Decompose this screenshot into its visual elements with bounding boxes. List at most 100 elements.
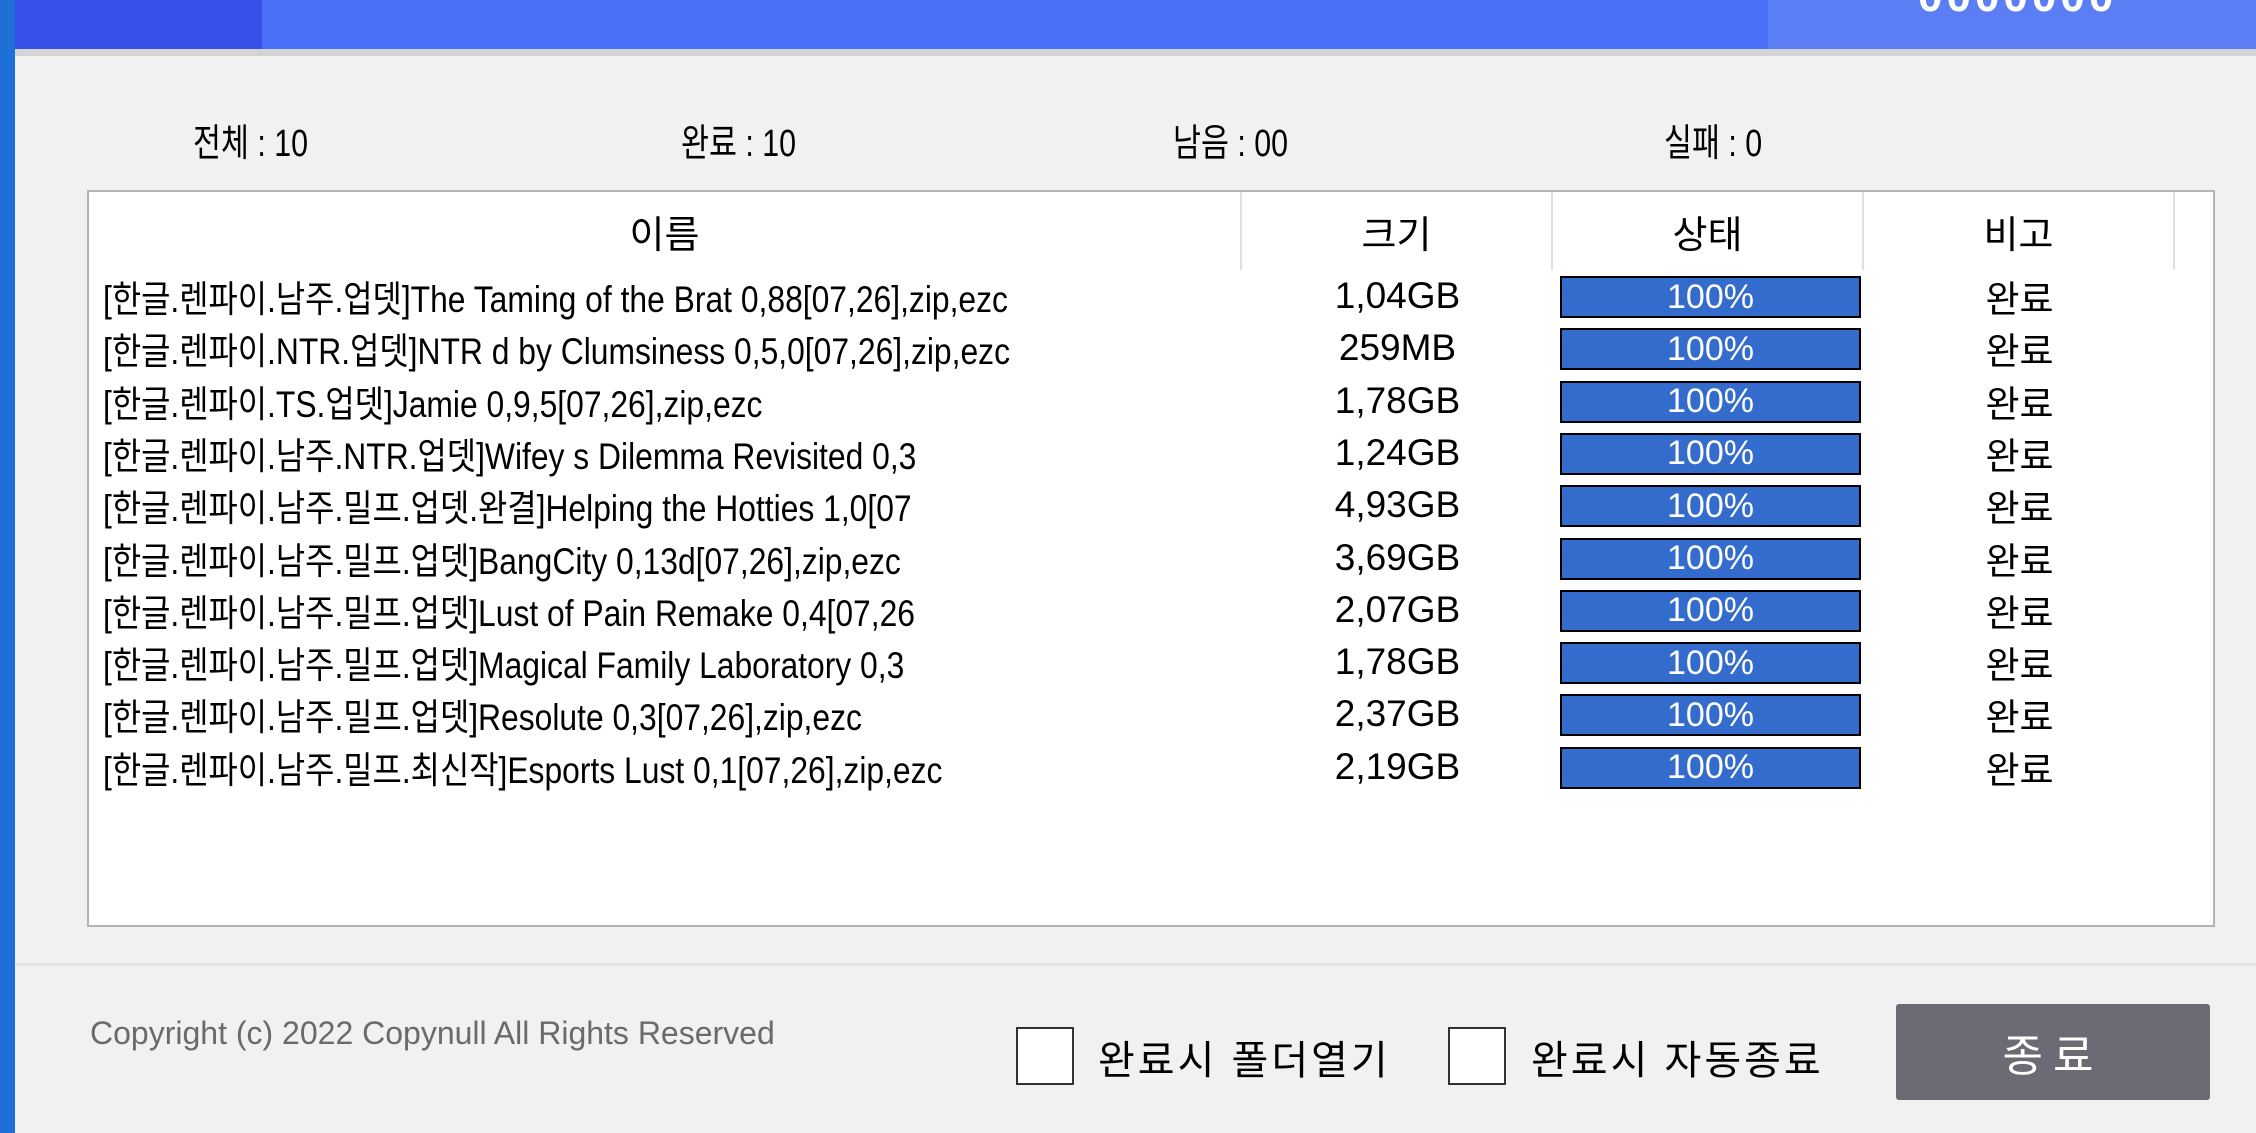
file-size: 1,78GB (1334, 379, 1461, 421)
status-note: 완료 (1985, 383, 2054, 425)
table-row[interactable]: [한글.렌파이.TS.업뎃]Jamie 0,9,5[07,26],zip,ezc… (89, 375, 2213, 427)
file-name-text: [한글.렌파이.남주.밀프.업뎃]Magical Family Laborato… (103, 645, 905, 687)
file-name: [한글.렌파이.TS.업뎃]Jamie 0,9,5[07,26],zip,ezc (103, 375, 1240, 427)
file-size: 1,04GB (1334, 275, 1461, 316)
title-text: 0000000 (1918, 0, 2117, 22)
file-name-text: [한글.렌파이.남주.밀프.업뎃]BangCity 0,13d[07,26],z… (103, 540, 901, 582)
progress-fill (1562, 539, 1859, 578)
progress-label: 100% (1667, 382, 1754, 421)
progress-fill (1562, 434, 1859, 473)
progress-label: 100% (1667, 591, 1754, 630)
stat-complete: 완료 : 10 (681, 123, 797, 165)
progress-fill (1562, 487, 1859, 526)
progress-fill (1562, 748, 1859, 787)
table-row[interactable]: [한글.렌파이.남주.밀프.업뎃]Resolute 0,3[07,26],zip… (89, 688, 2213, 740)
file-size: 2,07GB (1334, 588, 1461, 630)
status-note: 완료 (1985, 435, 2054, 477)
progress-label: 100% (1667, 748, 1754, 787)
progress-bar: 100% (1560, 485, 1861, 528)
table-row[interactable]: [한글.렌파이.남주.밀프.업뎃]Lust of Pain Remake 0,4… (89, 584, 2213, 636)
status-note: 완료 (1985, 645, 2054, 687)
open-folder-label[interactable]: 완료시 폴더열기 (1098, 1039, 1391, 1083)
file-size: 2,19GB (1334, 745, 1461, 787)
open-folder-checkbox[interactable] (1016, 1027, 1074, 1085)
file-name: [한글.렌파이.남주.NTR.업뎃]Wifey s Dilemma Revisi… (103, 427, 1240, 479)
title-bar-right: 0000000 (1768, 0, 2256, 49)
file-size: 2,37GB (1334, 693, 1461, 735)
column-header-size[interactable]: 크기 (1242, 192, 1553, 270)
progress-label: 100% (1667, 695, 1754, 734)
progress-bar: 100% (1560, 328, 1861, 371)
table-row[interactable]: [한글.렌파이.남주.NTR.업뎃]Wifey s Dilemma Revisi… (89, 427, 2213, 479)
file-name-text: [한글.렌파이.남주.밀프.최신작]Esports Lust 0,1[07,26… (103, 749, 943, 791)
stat-total: 전체 : 10 (193, 123, 309, 165)
divider (15, 49, 2256, 56)
table-row[interactable]: [한글.렌파이.남주.밀프.업뎃]BangCity 0,13d[07,26],z… (89, 532, 2213, 584)
file-name-text: [한글.렌파이.남주.밀프.업뎃]Resolute 0,3[07,26],zip… (103, 697, 862, 739)
exit-button[interactable]: 종료 (1896, 1004, 2210, 1100)
copyright-text: Copyright (c) 2022 Copynull All Rights R… (90, 1015, 775, 1051)
file-name: [한글.렌파이.남주.밀프.최신작]Esports Lust 0,1[07,26… (103, 741, 1240, 793)
file-name: [한글.렌파이.남주.밀프.업뎃]Lust of Pain Remake 0,4… (103, 584, 1240, 636)
stat-failed: 실패 : 0 (1664, 123, 1763, 165)
progress-bar: 100% (1560, 694, 1861, 737)
file-size: 1,24GB (1334, 431, 1461, 473)
progress-label: 100% (1667, 277, 1754, 316)
file-name-text: [한글.렌파이.남주.업뎃]The Taming of the Brat 0,8… (103, 279, 1008, 320)
file-size: 3,69GB (1334, 536, 1461, 578)
file-name: [한글.렌파이.남주.밀프.업뎃]Resolute 0,3[07,26],zip… (103, 688, 1240, 740)
progress-label: 100% (1667, 539, 1754, 577)
status-note: 완료 (1985, 749, 2054, 791)
file-name: [한글.렌파이.남주.밀프.업뎃.완결]Helping the Hotties … (103, 479, 1240, 531)
stat-remaining: 남음 : 00 (1173, 123, 1289, 165)
file-size: 1,78GB (1334, 641, 1461, 683)
download-list[interactable]: 이름 크기 상태 비고 [한글.렌파이.남주.업뎃]The Taming of … (87, 190, 2215, 927)
column-header-note[interactable]: 비고 (1864, 192, 2175, 270)
file-name: [한글.렌파이.NTR.업뎃]NTR d by Clumsiness 0,5,0… (103, 322, 1240, 374)
progress-bar: 100% (1560, 537, 1861, 580)
status-note: 완료 (1985, 592, 2054, 634)
status-note: 완료 (1985, 331, 2054, 373)
desktop-edge (0, 0, 15, 1133)
progress-fill (1562, 591, 1859, 630)
progress-bar: 100% (1560, 432, 1861, 475)
progress-fill (1562, 696, 1859, 735)
file-size: 4,93GB (1334, 484, 1461, 526)
status-note: 완료 (1985, 697, 2054, 739)
auto-exit-label[interactable]: 완료시 자동종료 (1531, 1039, 1824, 1083)
table-row[interactable]: [한글.렌파이.NTR.업뎃]NTR d by Clumsiness 0,5,0… (89, 322, 2213, 374)
progress-bar: 100% (1560, 746, 1861, 789)
file-name-text: [한글.렌파이.TS.업뎃]Jamie 0,9,5[07,26],zip,ezc (103, 383, 763, 425)
file-size: 259MB (1338, 327, 1457, 369)
status-note: 완료 (1985, 279, 2054, 320)
column-header-name[interactable]: 이름 (89, 192, 1242, 270)
file-name-text: [한글.렌파이.남주.밀프.업뎃.완결]Helping the Hotties … (103, 488, 912, 530)
auto-exit-checkbox[interactable] (1448, 1027, 1506, 1085)
status-note: 완료 (1985, 488, 2054, 530)
table-row[interactable]: [한글.렌파이.남주.밀프.최신작]Esports Lust 0,1[07,26… (89, 741, 2213, 793)
file-name: [한글.렌파이.남주.업뎃]The Taming of the Brat 0,8… (103, 270, 1240, 322)
progress-bar: 100% (1560, 642, 1861, 685)
progress-label: 100% (1667, 643, 1754, 682)
progress-label: 100% (1667, 329, 1754, 368)
progress-bar: 100% (1560, 276, 1861, 318)
file-name: [한글.렌파이.남주.밀프.업뎃]BangCity 0,13d[07,26],z… (103, 532, 1240, 584)
column-header-status[interactable]: 상태 (1553, 192, 1864, 270)
progress-fill (1562, 330, 1859, 369)
file-name-text: [한글.렌파이.남주.NTR.업뎃]Wifey s Dilemma Revisi… (103, 435, 917, 477)
progress-bar: 100% (1560, 589, 1861, 632)
table-row[interactable]: [한글.렌파이.남주.밀프.업뎃]Magical Family Laborato… (89, 636, 2213, 688)
file-name-text: [한글.렌파이.남주.밀프.업뎃]Lust of Pain Remake 0,4… (103, 592, 915, 634)
file-name: [한글.렌파이.남주.밀프.업뎃]Magical Family Laborato… (103, 636, 1240, 688)
status-note: 완료 (1985, 540, 2054, 582)
progress-fill (1562, 382, 1859, 421)
footer-divider (15, 963, 2256, 966)
title-bar: 0000000 (15, 0, 2256, 49)
table-row[interactable]: [한글.렌파이.남주.업뎃]The Taming of the Brat 0,8… (89, 270, 2213, 322)
progress-label: 100% (1667, 434, 1754, 473)
table-row[interactable]: [한글.렌파이.남주.밀프.업뎃.완결]Helping the Hotties … (89, 479, 2213, 531)
progress-bar: 100% (1560, 380, 1861, 423)
progress-fill (1562, 644, 1859, 683)
title-bar-logo-area (15, 0, 262, 49)
progress-label: 100% (1667, 486, 1754, 525)
